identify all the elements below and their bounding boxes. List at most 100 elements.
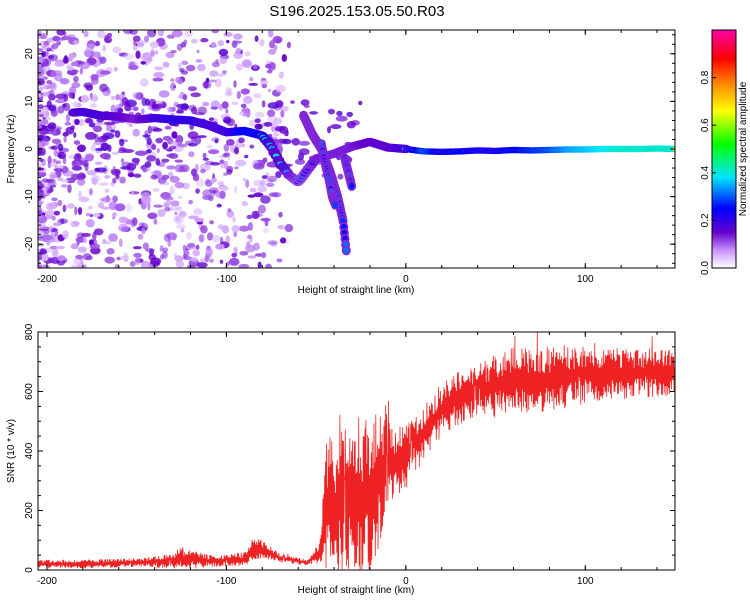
noise-speckle: [147, 30, 157, 38]
noise-speckle: [236, 91, 241, 99]
noise-speckle: [88, 205, 93, 210]
noise-speckle: [247, 255, 257, 259]
noise-speckle: [132, 45, 138, 51]
noise-speckle: [166, 200, 171, 204]
noise-speckle: [271, 122, 276, 127]
noise-speckle: [246, 241, 251, 248]
noise-speckle: [149, 41, 159, 48]
noise-speckle: [254, 118, 261, 123]
noise-speckle: [82, 236, 87, 244]
noise-speckle: [147, 201, 151, 211]
noise-speckle: [239, 251, 249, 256]
noise-speckle: [238, 263, 250, 268]
noise-speckle: [89, 243, 101, 249]
noise-speckle: [103, 36, 113, 44]
noise-speckle: [90, 93, 99, 103]
y-tick-label: 0: [24, 146, 35, 152]
noise-speckle: [234, 166, 239, 170]
noise-speckle: [161, 174, 170, 180]
noise-speckle: [180, 70, 189, 75]
noise-speckle: [38, 48, 44, 53]
noise-speckle: [271, 192, 282, 198]
noise-speckle: [47, 181, 57, 187]
noise-speckle: [278, 71, 284, 79]
noise-speckle: [120, 226, 129, 232]
noise-speckle: [265, 263, 272, 268]
noise-speckle: [155, 158, 160, 166]
noise-speckle: [187, 131, 199, 140]
noise-speckle: [195, 188, 200, 194]
noise-speckle: [73, 75, 79, 83]
noise-speckle: [78, 190, 82, 198]
noise-speckle: [83, 49, 92, 58]
noise-speckle: [166, 153, 175, 158]
noise-speckle: [92, 51, 100, 58]
noise-speckle: [85, 154, 94, 162]
noise-speckle: [169, 185, 175, 195]
noise-speckle: [42, 234, 54, 241]
noise-speckle: [286, 41, 291, 49]
noise-speckle: [275, 37, 282, 44]
noise-speckle: [47, 155, 52, 164]
noise-speckle: [39, 249, 47, 255]
noise-speckle: [245, 179, 250, 189]
noise-speckle: [223, 32, 233, 37]
noise-speckle: [225, 108, 229, 114]
noise-speckle: [253, 242, 260, 251]
noise-speckle: [53, 210, 61, 216]
noise-speckle: [70, 53, 76, 59]
noise-speckle: [85, 84, 93, 91]
noise-speckle: [154, 66, 164, 71]
noise-speckle: [243, 95, 253, 104]
noise-speckle: [90, 175, 101, 183]
noise-speckle: [190, 256, 199, 263]
noise-speckle: [186, 264, 196, 268]
noise-speckle: [215, 243, 225, 250]
noise-speckle: [184, 30, 193, 37]
noise-speckle: [252, 93, 262, 99]
noise-speckle: [281, 138, 292, 145]
noise-speckle: [191, 38, 198, 44]
noise-speckle: [290, 100, 295, 104]
noise-speckle: [77, 119, 85, 127]
noise-speckle: [257, 204, 266, 214]
noise-speckle: [46, 202, 54, 211]
noise-speckle: [118, 238, 123, 248]
noise-speckle: [177, 195, 183, 199]
noise-speckle: [132, 106, 139, 112]
noise-speckle: [144, 161, 152, 168]
noise-speckle: [46, 241, 50, 246]
noise-speckle: [49, 225, 53, 231]
noise-speckle: [48, 93, 56, 101]
noise-speckle: [228, 257, 240, 266]
noise-speckle: [77, 144, 86, 153]
noise-speckle: [39, 158, 44, 162]
noise-speckle: [337, 173, 344, 180]
noise-speckle: [175, 135, 184, 144]
spectrogram-x-ticks: -200 -100 0 100: [37, 30, 658, 285]
noise-speckle: [268, 48, 277, 55]
x-tick-label: -100: [216, 274, 236, 285]
noise-speckle: [257, 185, 268, 193]
noise-speckle: [57, 105, 65, 114]
noise-speckle: [267, 240, 278, 245]
noise-speckle: [141, 195, 151, 205]
noise-speckle: [257, 261, 262, 268]
noise-speckle: [173, 252, 177, 259]
noise-speckle: [70, 125, 75, 130]
noise-speckle: [94, 161, 103, 165]
noise-speckle: [57, 255, 66, 262]
noise-speckle: [298, 140, 311, 146]
noise-speckle: [38, 93, 42, 98]
noise-speckle: [284, 224, 294, 233]
noise-speckle: [139, 78, 149, 87]
noise-speckle: [210, 106, 218, 110]
noise-speckle: [120, 158, 125, 164]
noise-speckle: [232, 216, 236, 223]
noise-speckle: [187, 242, 196, 248]
noise-speckle: [170, 78, 175, 82]
noise-speckle: [327, 126, 331, 134]
noise-speckle: [263, 121, 273, 127]
noise-speckle: [234, 147, 239, 155]
noise-speckle: [123, 252, 128, 260]
